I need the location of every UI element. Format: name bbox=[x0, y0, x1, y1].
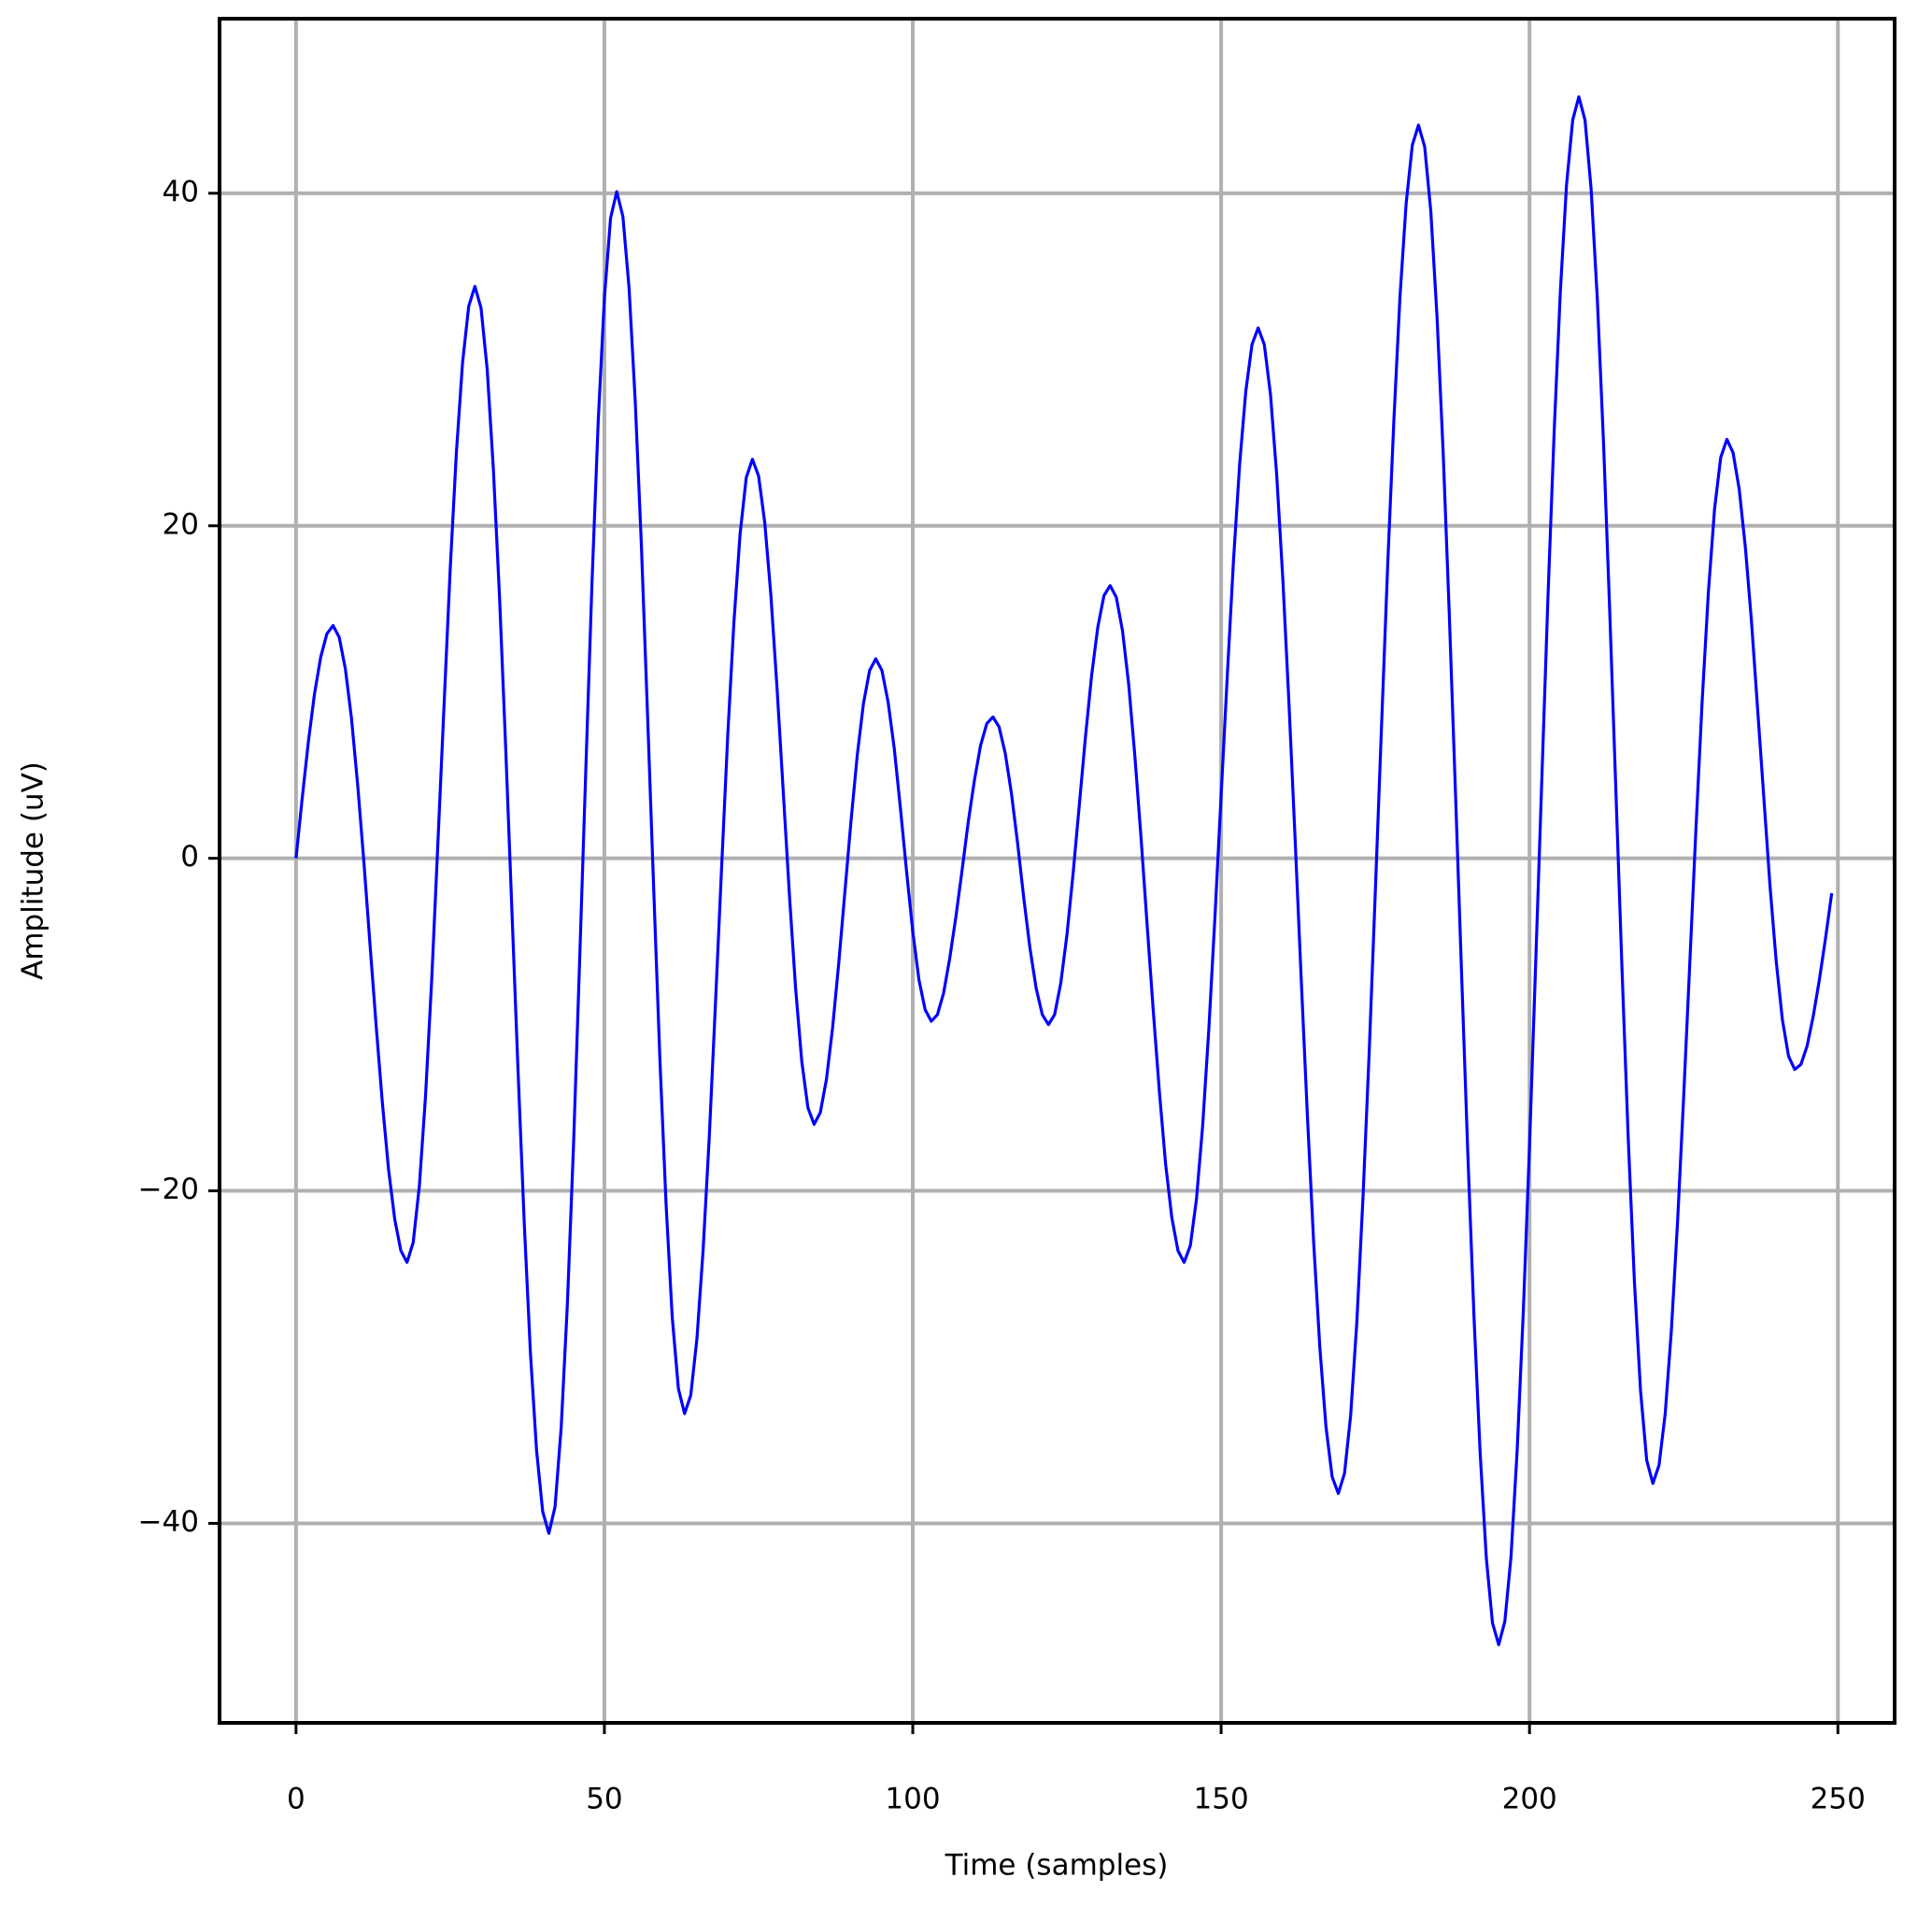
x-axis-label: Time (samples) bbox=[945, 1849, 1169, 1883]
plot-area bbox=[294, 95, 1834, 1646]
grid bbox=[220, 19, 1895, 1723]
y-axis-label: Amplitude (uV) bbox=[17, 761, 50, 980]
x-tick-label: 150 bbox=[1194, 1783, 1249, 1816]
y-tick-label: −40 bbox=[138, 1505, 199, 1539]
y-tick-label: −20 bbox=[138, 1173, 199, 1206]
x-tick-label: 100 bbox=[885, 1783, 940, 1816]
axes-frame bbox=[218, 17, 1896, 1725]
x-tick-label: 200 bbox=[1502, 1783, 1557, 1816]
x-tick-label: 50 bbox=[586, 1783, 622, 1816]
y-tick-label: 40 bbox=[163, 175, 199, 208]
x-tick-label: 250 bbox=[1811, 1783, 1866, 1816]
data-line bbox=[294, 95, 1834, 1646]
x-tick-label: 0 bbox=[287, 1783, 305, 1816]
ticks: 0 50 100 150 200 250 −40 −20 0 20 40 bbox=[138, 175, 1866, 1815]
y-tick-label: 0 bbox=[180, 840, 199, 874]
y-tick-label: 20 bbox=[163, 507, 199, 541]
